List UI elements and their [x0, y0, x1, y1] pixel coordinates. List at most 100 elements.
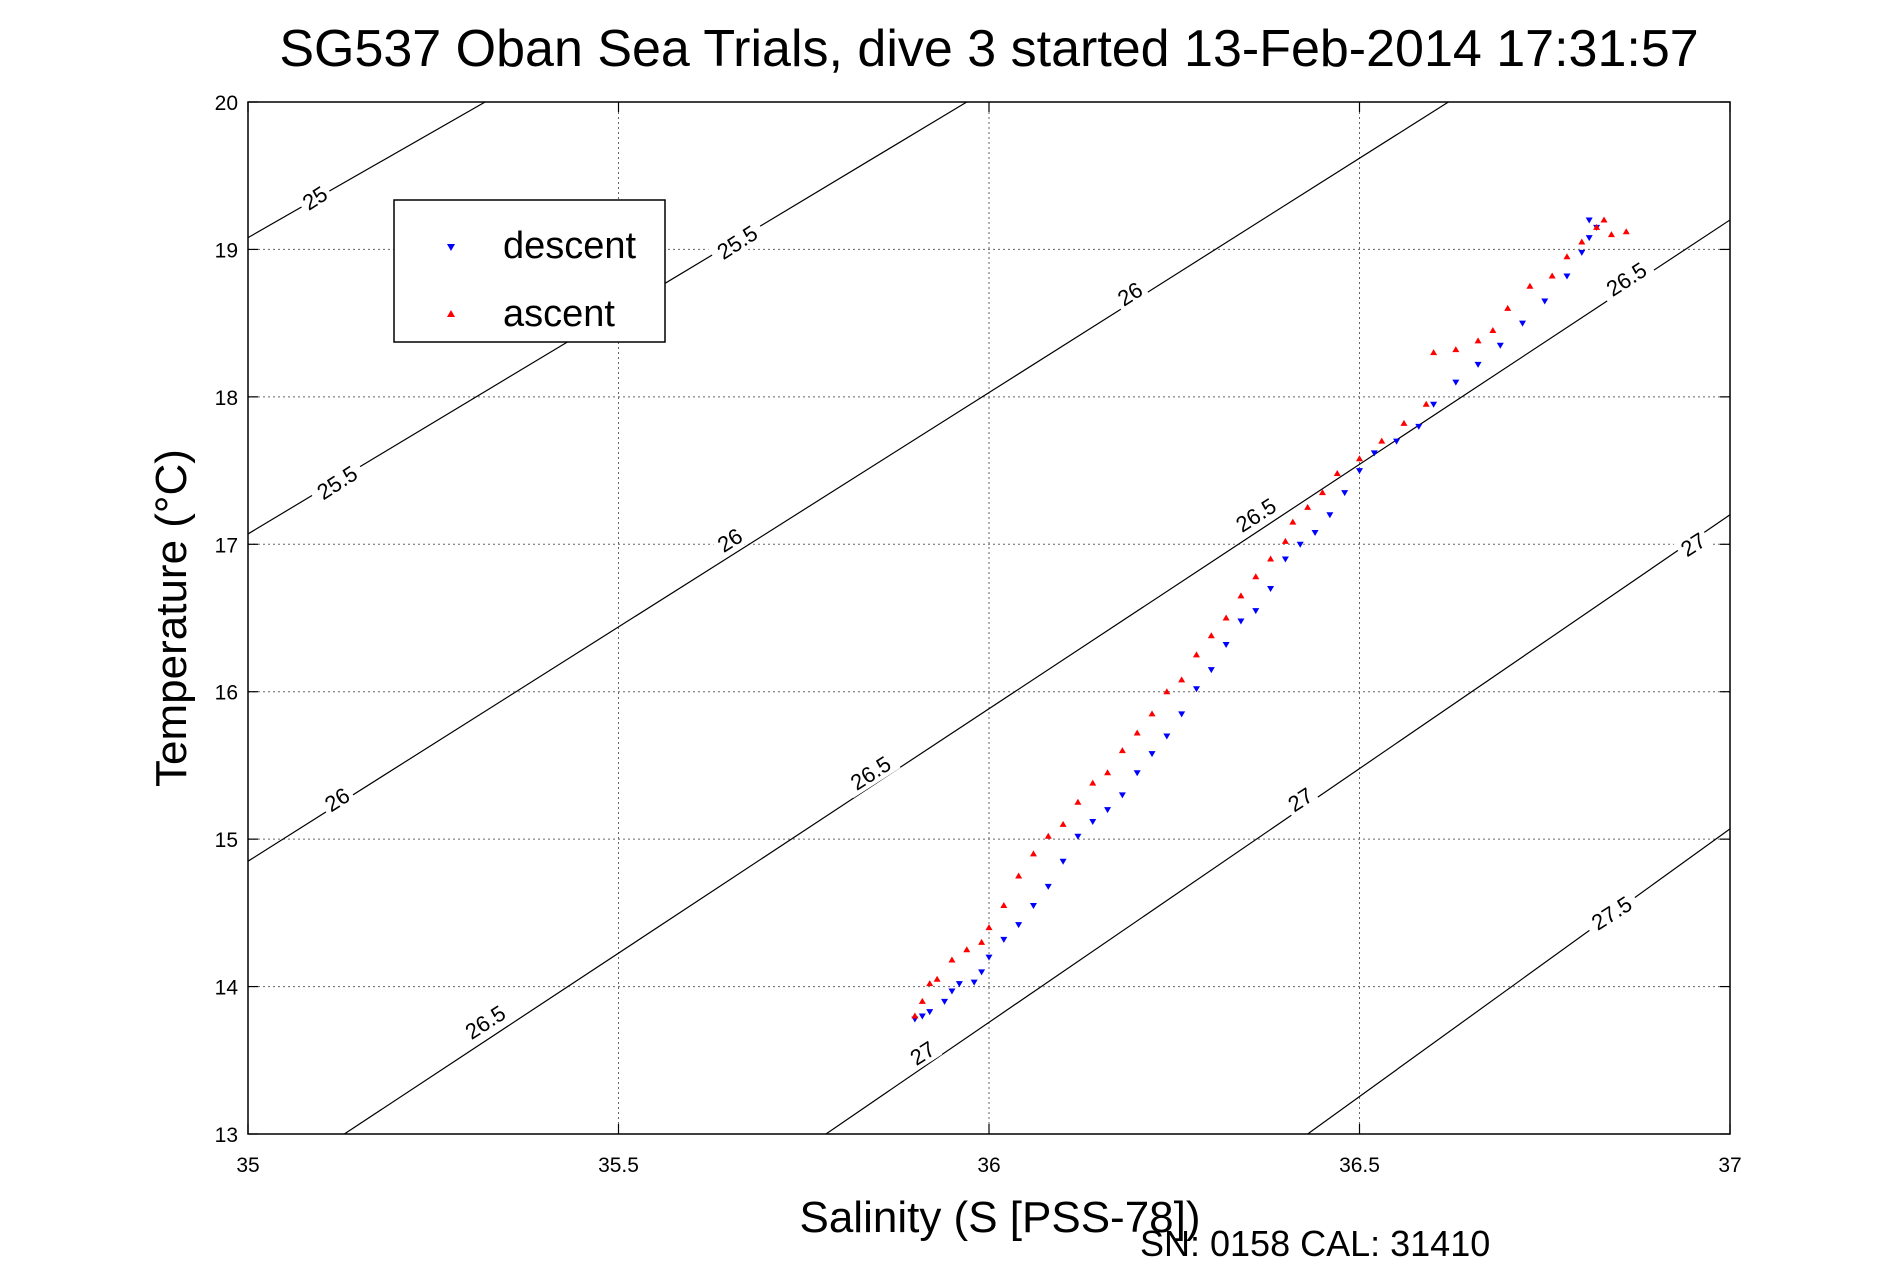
ascent-point — [911, 1012, 919, 1019]
ascent-point — [1600, 216, 1608, 223]
ascent-point — [1378, 437, 1386, 444]
x-tick-label: 35 — [236, 1154, 259, 1177]
descent-point — [1252, 608, 1260, 615]
contour-label-bg — [293, 177, 335, 217]
contour-label: 26.5 — [839, 745, 901, 799]
ascent-point — [933, 975, 941, 982]
ascent-point — [1059, 820, 1067, 827]
descent-point — [948, 988, 956, 995]
ascent-point — [1504, 304, 1512, 311]
ascent-point — [1237, 592, 1245, 599]
descent-point — [1370, 450, 1378, 457]
series-ascent — [911, 216, 1630, 1019]
contour-label-bg — [1279, 778, 1321, 819]
x-tick-label: 37 — [1718, 1154, 1741, 1177]
ascent-point — [1452, 346, 1460, 353]
ascent-point — [1622, 228, 1630, 235]
descent-point — [1133, 770, 1141, 777]
descent-point — [1563, 273, 1571, 280]
legend-descent-marker — [447, 244, 455, 251]
density-contour-26 — [248, 102, 1449, 862]
legend-ascent-label: ascent — [503, 293, 615, 335]
x-tick-label: 36 — [977, 1154, 1000, 1177]
y-tick-label: 15 — [215, 829, 238, 852]
contour-label-bg — [1108, 273, 1150, 313]
descent-point — [1178, 711, 1186, 718]
ascent-point — [1252, 573, 1260, 580]
ascent-point — [1489, 327, 1497, 334]
descent-point — [1311, 529, 1319, 536]
contour-label-bg — [839, 745, 901, 799]
ascent-point — [1044, 832, 1052, 839]
descent-point — [955, 981, 963, 988]
y-tick-label: 19 — [215, 239, 238, 262]
descent-point — [1148, 751, 1156, 758]
contour-label-bg — [1595, 251, 1657, 305]
descent-point — [1267, 586, 1275, 593]
contour-label-bg — [1580, 885, 1642, 939]
ascent-point — [1593, 223, 1601, 230]
descent-point — [1415, 423, 1423, 430]
descent-point — [941, 998, 949, 1005]
contour-label-bg — [1224, 487, 1286, 541]
density-contour-27 — [825, 514, 1730, 1134]
descent-point — [1326, 512, 1334, 519]
descent-point — [1015, 922, 1023, 929]
ascent-point — [1178, 676, 1186, 683]
axis-ticks: 35 35.5 36 36.5 37 13 14 15 16 17 18 19 20 — [215, 92, 1742, 1177]
ascent-point — [926, 980, 934, 987]
descent-point — [1585, 235, 1593, 242]
y-tick-label: 13 — [215, 1124, 238, 1147]
descent-point — [1074, 833, 1082, 840]
descent-point — [978, 969, 986, 976]
descent-point — [1281, 556, 1289, 563]
ascent-point — [1015, 872, 1023, 879]
descent-point — [1163, 733, 1171, 740]
descent-point — [1222, 642, 1230, 649]
ascent-point — [1000, 901, 1008, 908]
ascent-point — [1318, 489, 1326, 496]
ascent-point — [1192, 651, 1200, 658]
density-contour-27.5 — [1307, 828, 1730, 1134]
ascent-point — [1118, 747, 1126, 754]
descent-point — [1519, 320, 1527, 327]
contour-label-bg — [1671, 523, 1713, 564]
ascent-point — [1304, 503, 1312, 510]
x-axis-label: Salinity (S [PSS-78]) — [799, 1193, 1200, 1242]
descent-point — [1000, 936, 1008, 943]
ascent-point — [985, 924, 993, 931]
descent-point — [1341, 490, 1349, 497]
descent-point — [1296, 541, 1304, 548]
descent-point — [1059, 858, 1067, 865]
ascent-point — [1207, 632, 1215, 639]
y-tick-label: 17 — [215, 534, 238, 557]
ascent-point — [1400, 419, 1408, 426]
ascent-point — [1356, 455, 1363, 462]
ascent-point — [1089, 779, 1097, 786]
ascent-point — [1607, 231, 1615, 238]
ascent-point — [1267, 555, 1275, 562]
ascent-point — [1333, 470, 1341, 477]
ascent-point — [1548, 272, 1556, 279]
ascent-point — [1526, 282, 1534, 289]
ascent-point — [1029, 850, 1037, 857]
ascent-point — [948, 956, 956, 963]
chart-title: SG537 Oban Sea Trials, dive 3 started 13… — [279, 20, 1698, 78]
ascent-point — [1430, 349, 1438, 356]
ascent-point — [1474, 337, 1482, 344]
descent-point — [1192, 686, 1200, 693]
ascent-point — [978, 938, 986, 945]
ascent-point — [918, 997, 926, 1004]
y-tick-label: 20 — [215, 92, 238, 115]
descent-point — [1029, 902, 1037, 909]
descent-point — [1496, 342, 1504, 349]
legend: descent ascent — [393, 199, 666, 343]
ascent-point — [1133, 729, 1141, 736]
descent-point — [1237, 618, 1245, 625]
descent-point — [1104, 807, 1112, 814]
ascent-point — [1289, 518, 1297, 525]
ascent-point — [1163, 688, 1171, 695]
x-tick-label: 35.5 — [598, 1154, 639, 1177]
ascent-point — [1422, 400, 1430, 407]
